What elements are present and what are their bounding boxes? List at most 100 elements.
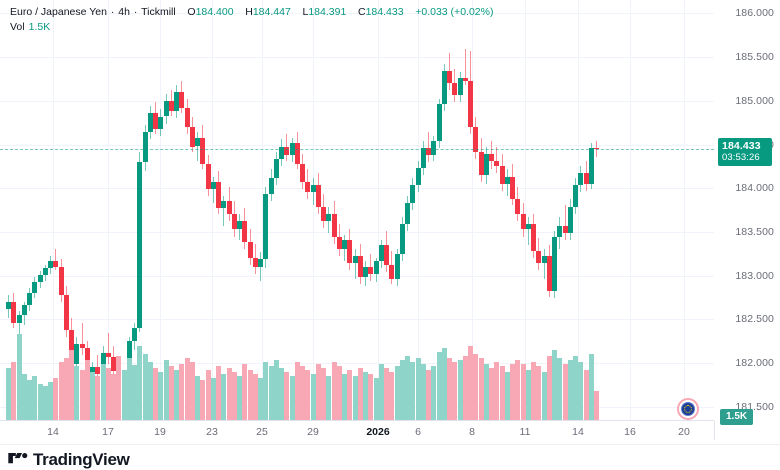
candle-wick bbox=[81, 323, 83, 355]
candle-body-up bbox=[441, 70, 447, 105]
candle-body-down bbox=[468, 81, 473, 128]
candle-body-up bbox=[132, 328, 137, 341]
candle-body-down bbox=[494, 160, 500, 166]
candle-body-up bbox=[158, 116, 164, 129]
volume-bar-down bbox=[478, 358, 484, 421]
chart-plot-area[interactable] bbox=[0, 0, 714, 421]
candle-body-up bbox=[195, 137, 200, 147]
candle-wick bbox=[496, 146, 498, 173]
volume-bar-up bbox=[326, 376, 332, 421]
volume-bar-down bbox=[331, 362, 337, 421]
last-price-line bbox=[0, 148, 714, 150]
volume-bar-up bbox=[132, 365, 137, 421]
volume-bar-down bbox=[105, 368, 111, 421]
price-axis-label-186.000: 186.000 bbox=[735, 7, 774, 19]
volume-bar-down bbox=[489, 368, 494, 421]
candle-body-down bbox=[583, 172, 589, 184]
volume-bar-down bbox=[111, 374, 116, 421]
time-axis-label-8: 8 bbox=[469, 426, 475, 438]
volume-bar-up bbox=[378, 364, 384, 421]
candle-body-up bbox=[541, 255, 547, 263]
candle-body-up bbox=[394, 254, 400, 279]
gridline-price-183.000 bbox=[0, 276, 714, 277]
candle-body-up bbox=[552, 236, 557, 292]
price-axis-label-182.500: 182.500 bbox=[735, 313, 774, 325]
candle-body-up bbox=[415, 167, 421, 186]
eu-economic-event-icon[interactable] bbox=[677, 398, 699, 420]
volume-bar-up bbox=[363, 372, 368, 421]
candle-body-down bbox=[546, 255, 552, 292]
candle-body-up bbox=[436, 104, 442, 142]
candle-body-down bbox=[168, 100, 174, 112]
candle-wick bbox=[543, 248, 545, 279]
volume-bar-up bbox=[552, 349, 557, 421]
volume-bar-up bbox=[48, 382, 53, 421]
volume-bar-up bbox=[441, 347, 447, 421]
tradingview-logo-text: TradingView bbox=[33, 450, 130, 469]
candle-body-up bbox=[373, 261, 379, 274]
volume-bar-up bbox=[268, 366, 274, 421]
volume-bar-down bbox=[205, 370, 211, 421]
price-axis-label-183.000: 183.000 bbox=[735, 270, 774, 282]
last-price-badge[interactable]: 184.433 03:53:26 bbox=[718, 137, 772, 166]
candle-body-down bbox=[95, 367, 101, 375]
volume-bar-down bbox=[294, 362, 300, 421]
eu-flag-icon bbox=[681, 402, 695, 416]
candle-body-down bbox=[284, 146, 290, 156]
candle-body-down bbox=[562, 225, 568, 233]
volume-bar-up bbox=[90, 372, 95, 421]
candle-body-up bbox=[573, 185, 578, 207]
volume-bar-up bbox=[137, 345, 143, 421]
volume-bar-down bbox=[305, 370, 311, 421]
volume-bar-up bbox=[158, 372, 164, 421]
volume-bar-up bbox=[483, 364, 489, 421]
volume-bar-up bbox=[147, 362, 153, 421]
candle-wick bbox=[260, 252, 261, 281]
candle-body-up bbox=[310, 185, 316, 193]
price-axis-label-185.500: 185.500 bbox=[735, 51, 774, 63]
price-axis[interactable]: 186.000185.500185.000184.500184.000183.5… bbox=[714, 0, 780, 421]
time-axis-label-20: 20 bbox=[678, 426, 690, 438]
price-axis-label-185.000: 185.000 bbox=[735, 95, 774, 107]
volume-bar-down bbox=[531, 362, 536, 421]
volume-bar-down bbox=[179, 364, 185, 421]
gridline-price-185.500 bbox=[0, 57, 714, 58]
gridline-price-185.000 bbox=[0, 101, 714, 102]
candle-wick bbox=[527, 217, 529, 246]
volume-bar-up bbox=[195, 376, 200, 421]
volume-bar-down bbox=[336, 366, 342, 421]
volume-bar-up bbox=[126, 358, 132, 421]
volume-bar-up bbox=[410, 362, 416, 421]
time-axis-label-6: 6 bbox=[415, 426, 421, 438]
candle-body-up bbox=[210, 181, 216, 189]
candle-body-down bbox=[384, 245, 389, 265]
candle-wick bbox=[428, 132, 429, 163]
candle-body-down bbox=[300, 164, 305, 182]
volume-bar-up bbox=[310, 374, 316, 421]
candle-wick bbox=[564, 204, 566, 241]
candle-body-down bbox=[499, 165, 505, 184]
volume-bar-down bbox=[53, 378, 59, 421]
volume-bar-down bbox=[468, 345, 473, 421]
volume-bar-up bbox=[373, 378, 379, 421]
time-axis[interactable]: 14 17 19 23 25 29 2026 6 8 11 14 16 20 bbox=[0, 421, 714, 445]
time-axis-label-14: 14 bbox=[572, 426, 584, 438]
volume-badge[interactable]: 1.5K bbox=[720, 409, 754, 425]
candle-body-down bbox=[520, 213, 526, 230]
volume-bar-up bbox=[74, 366, 80, 421]
gridline-price-182.500 bbox=[0, 319, 714, 320]
price-axis-label-184.000: 184.000 bbox=[735, 182, 774, 194]
volume-bar-down bbox=[347, 370, 353, 421]
candle-body-down bbox=[452, 82, 458, 96]
tradingview-logo[interactable]: TradingView bbox=[8, 451, 130, 468]
gridline-time-25 bbox=[262, 0, 263, 421]
gridline-time-14 bbox=[53, 0, 54, 421]
candle-body-down bbox=[226, 201, 232, 214]
candle-body-up bbox=[279, 146, 284, 159]
volume-bar-down bbox=[426, 370, 431, 421]
candle-body-up bbox=[557, 225, 563, 237]
gridline-time-19 bbox=[160, 0, 161, 421]
candle-body-up bbox=[32, 282, 38, 293]
time-axis-label-2026: 2026 bbox=[366, 426, 390, 438]
volume-bar-up bbox=[431, 366, 437, 421]
